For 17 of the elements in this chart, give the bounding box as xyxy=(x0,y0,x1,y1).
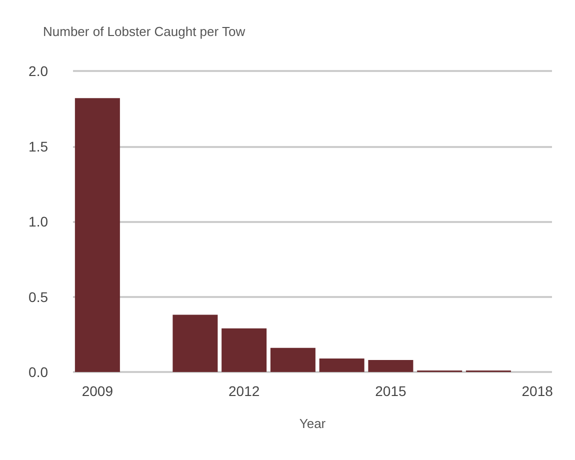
bar xyxy=(172,314,218,372)
x-axis-title: Year xyxy=(299,416,326,431)
y-tick-label: 0.5 xyxy=(28,288,48,305)
y-tick-label: 1.5 xyxy=(28,138,48,154)
bar xyxy=(319,358,364,372)
y-tick-label: 0.0 xyxy=(28,364,48,380)
x-tick-label: 2018 xyxy=(522,383,554,399)
y-tick-label: 2.0 xyxy=(28,63,48,79)
bar xyxy=(222,328,267,372)
bar xyxy=(368,360,414,372)
y-tick-label: 1.0 xyxy=(28,214,48,230)
chart-title: Number of Lobster Caught per Tow xyxy=(43,24,246,39)
x-tick-label: 2012 xyxy=(228,383,260,399)
bar xyxy=(74,98,120,372)
bar xyxy=(270,348,316,372)
x-tick-label: 2009 xyxy=(82,383,114,399)
x-tick-label: 2015 xyxy=(375,383,406,399)
